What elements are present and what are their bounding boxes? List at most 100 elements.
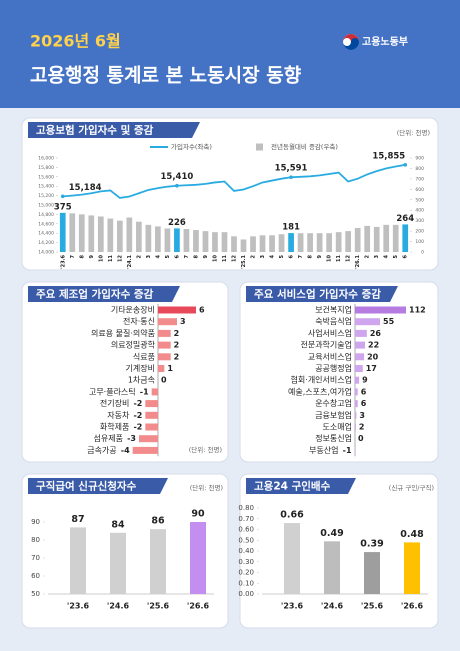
category-label: 도소매업 (323, 423, 352, 432)
bar (250, 236, 256, 252)
value-label: 84 (111, 519, 125, 530)
y-tick-label: 0.00 (238, 590, 254, 598)
y-tick-label: 70 (31, 554, 40, 562)
category-label: 자동차 (107, 411, 130, 420)
page-title: 고용행정 통계로 본 노동시장 동향 (30, 65, 302, 87)
bar (158, 318, 177, 326)
y-tick-label: 16,000 (38, 156, 54, 162)
bar (145, 400, 158, 408)
bar (364, 552, 380, 594)
value-label: -3 (127, 434, 136, 443)
value-label: 0 (358, 434, 364, 443)
bar (355, 318, 381, 326)
category-label: 고무·플라스틱 (89, 386, 136, 396)
bar (354, 227, 361, 252)
y2-tick-label: 200 (415, 229, 424, 235)
y-tick-label: 90 (31, 518, 40, 526)
x-tick-label: 9 (89, 254, 95, 258)
y-tick-label: 0.20 (238, 569, 254, 577)
bar (136, 221, 142, 252)
value-label: 2 (174, 341, 180, 350)
bar-value-label: 375 (54, 202, 72, 212)
legend-label: 가입자수(좌축) (171, 142, 212, 151)
chart-title: 고용24 구인배수 (254, 480, 331, 493)
line-value-label: 15,591 (275, 164, 308, 174)
x-tick-label: 6 (174, 254, 180, 258)
value-label: -4 (121, 446, 130, 455)
bar (355, 365, 363, 372)
y-tick-label: 0.50 (238, 536, 254, 544)
x-tick-label: 4 (384, 254, 390, 258)
panel-card (21, 281, 229, 463)
y2-tick-label: 500 (415, 197, 424, 203)
bar (126, 217, 133, 252)
bar (110, 532, 126, 594)
title-tab (28, 286, 180, 302)
bar (316, 233, 323, 252)
category-label: 기계장비 (126, 363, 155, 373)
bar (288, 233, 294, 252)
title-tab (28, 478, 168, 494)
bar-value-label: 226 (168, 218, 186, 228)
bar (324, 541, 340, 594)
value-label: 86 (151, 516, 165, 527)
category-label: 협회·개인서비스업 (291, 375, 352, 385)
bar (158, 306, 196, 314)
y-tick-label: 15,600 (38, 174, 54, 180)
bar (158, 365, 165, 372)
bar (158, 353, 171, 361)
bar (70, 527, 86, 594)
x-tick-label: 7 (298, 254, 304, 258)
category-label: 보건복지업 (315, 305, 352, 315)
ministry-logo (343, 34, 359, 50)
legend-swatch (256, 143, 263, 151)
x-tick-label: '24.1 (127, 254, 133, 268)
category-label: 정보통신업 (315, 433, 352, 443)
bar (132, 446, 158, 454)
bar (174, 228, 180, 252)
x-tick-label: 5 (165, 254, 171, 258)
x-tick-label: 2 (365, 254, 371, 258)
bar (116, 220, 123, 252)
line-point (175, 183, 179, 188)
x-tick-label: 11 (222, 254, 228, 261)
value-label: 0.39 (360, 539, 383, 550)
bar (364, 225, 371, 252)
bar (269, 235, 275, 252)
value-label: 0.48 (400, 529, 424, 540)
bar (183, 229, 190, 252)
value-label: 0 (161, 376, 167, 385)
x-tick-label: '26.6 (401, 602, 424, 611)
bar (355, 423, 356, 431)
category-label: 기타운송장비 (111, 305, 155, 315)
x-tick-label: '25.6 (147, 602, 170, 611)
bar-value-label: 181 (282, 223, 300, 233)
line-value-label: 15,855 (372, 151, 405, 161)
x-tick-label: 8 (308, 254, 314, 258)
category-label: 전문과학기술업 (300, 340, 352, 350)
x-tick-label: 4 (270, 254, 276, 258)
line (62, 163, 406, 199)
line-value-label: 15,410 (161, 172, 194, 182)
unit-label: (신규 구인/구직) (389, 483, 434, 492)
y-tick-label: 0.60 (238, 526, 254, 534)
bar (107, 218, 114, 252)
chart-panel: 고용보험 가입자수 및 증감 (단위: 천명) 14,000 14,200 14,400… (21, 117, 439, 271)
value-label: 9 (362, 376, 368, 385)
title-tab (28, 122, 200, 138)
unit-label: (단위: 천명) (397, 128, 430, 137)
category-label: 교육서비스업 (308, 352, 352, 361)
bar (145, 411, 158, 419)
value-label: 55 (383, 317, 395, 326)
y-tick-label: 14,600 (38, 221, 54, 227)
bar (151, 388, 158, 396)
value-label: 2 (174, 352, 180, 361)
y2-tick-label: 100 (415, 239, 424, 245)
x-tick-label: '26.1 (355, 254, 361, 268)
chart-title: 주요 서비스업 가입자수 증감 (254, 288, 381, 301)
bar (335, 232, 342, 252)
value-label: 2 (359, 423, 365, 432)
x-tick-label: '24.6 (321, 602, 344, 611)
bar (284, 523, 300, 594)
bar (373, 226, 380, 252)
